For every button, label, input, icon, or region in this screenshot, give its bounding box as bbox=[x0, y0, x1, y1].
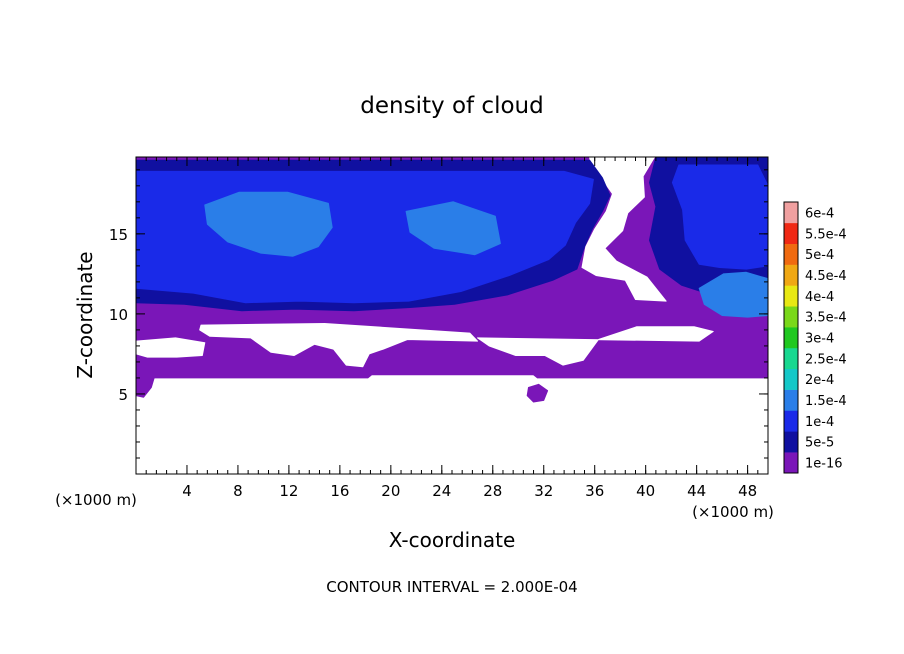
x-tick-label: 28 bbox=[483, 482, 502, 500]
colorbar-swatch bbox=[784, 222, 798, 244]
colorbar-label: 1e-4 bbox=[805, 415, 834, 430]
colorbar-swatch bbox=[784, 452, 798, 474]
colorbar-label: 3.5e-4 bbox=[805, 311, 847, 326]
contour-region-blue-core-right bbox=[671, 164, 768, 270]
contour-region-teal-patch-right bbox=[698, 271, 768, 318]
colorbar-label: 1e-16 bbox=[805, 457, 843, 472]
contour-region-light-blue-core-mid bbox=[405, 201, 501, 256]
x-tick-label: 32 bbox=[534, 482, 553, 500]
x-axis: 4 8 12 16 20 24 28 32 36 40 44 48 bbox=[145, 157, 769, 500]
y-tick-label: 15 bbox=[109, 226, 128, 244]
colorbar-label: 6e-4 bbox=[805, 206, 834, 221]
colorbar-label: 2.5e-4 bbox=[805, 352, 847, 367]
contour-region-light-blue-core-left bbox=[204, 191, 333, 257]
x-unit-label-left: (×1000 m) bbox=[55, 491, 137, 509]
colorbar-swatch bbox=[784, 327, 798, 349]
x-tick-label: 20 bbox=[381, 482, 400, 500]
contour-region-clear-gap-left bbox=[136, 337, 206, 358]
colorbar-label: 1.5e-4 bbox=[805, 394, 847, 409]
colorbar-label: 5.5e-4 bbox=[805, 227, 847, 242]
y-tick-label: 10 bbox=[109, 306, 128, 324]
colorbar-swatch bbox=[784, 431, 798, 453]
x-tick-label: 4 bbox=[182, 482, 192, 500]
contour-region-clear-gap-mid bbox=[199, 323, 478, 368]
colorbar-swatch bbox=[784, 347, 798, 370]
x-tick-label: 48 bbox=[738, 482, 757, 500]
x-unit-label-right: (×1000 m) bbox=[692, 503, 774, 521]
contour-interval-footer: CONTOUR INTERVAL = 2.000E-04 bbox=[326, 578, 577, 596]
contour-region-clear-gap-right bbox=[477, 326, 714, 366]
contour-region-low-purple-blob bbox=[136, 374, 156, 398]
colorbar-swatch bbox=[784, 306, 798, 328]
contour-region-purple-blob-x32 bbox=[526, 383, 549, 403]
colorbar: 1e-16 5e-5 1e-4 1.5e-4 2e-4 2.5e-4 3e-4 3.5e-4 4… bbox=[783, 201, 847, 474]
chart-title: density of cloud bbox=[360, 93, 543, 119]
x-tick-label: 36 bbox=[585, 482, 604, 500]
colorbar-label: 4e-4 bbox=[805, 290, 834, 305]
x-axis-label: X-coordinate bbox=[389, 528, 516, 552]
x-tick-label: 44 bbox=[687, 482, 706, 500]
colorbar-label: 3e-4 bbox=[805, 332, 834, 347]
colorbar-swatch bbox=[784, 368, 798, 390]
colorbar-label: 2e-4 bbox=[805, 373, 834, 388]
colorbar-swatch bbox=[784, 243, 798, 265]
colorbar-label: 5e-4 bbox=[805, 248, 834, 263]
x-tick-label: 16 bbox=[330, 482, 349, 500]
x-tick-label: 12 bbox=[279, 482, 298, 500]
y-tick-label: 5 bbox=[118, 386, 128, 404]
contour-region-clear-gap-upper-right bbox=[581, 157, 667, 302]
colorbar-swatch bbox=[784, 202, 798, 224]
x-tick-label: 40 bbox=[636, 482, 655, 500]
colorbar-label: 5e-5 bbox=[805, 436, 834, 451]
colorbar-label: 4.5e-4 bbox=[805, 269, 847, 284]
colorbar-swatch bbox=[784, 285, 798, 307]
colorbar-swatch bbox=[784, 389, 798, 411]
colorbar-swatch bbox=[784, 264, 798, 286]
y-axis-label: Z-coordinate bbox=[73, 251, 97, 378]
colorbar-frame bbox=[783, 201, 799, 474]
x-tick-label: 8 bbox=[233, 482, 243, 500]
x-tick-label: 24 bbox=[432, 482, 451, 500]
y-axis: 5 10 15 bbox=[109, 169, 768, 459]
colorbar-swatch bbox=[784, 410, 798, 432]
contour-plot bbox=[136, 157, 768, 403]
